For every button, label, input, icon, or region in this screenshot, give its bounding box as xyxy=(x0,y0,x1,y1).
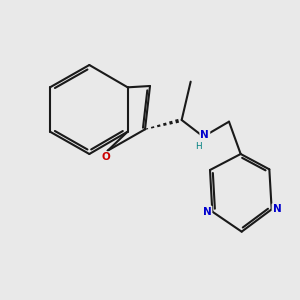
Text: H: H xyxy=(196,142,202,151)
Text: N: N xyxy=(200,130,209,140)
Text: N: N xyxy=(273,204,281,214)
Text: O: O xyxy=(102,152,110,162)
Text: N: N xyxy=(202,207,211,217)
